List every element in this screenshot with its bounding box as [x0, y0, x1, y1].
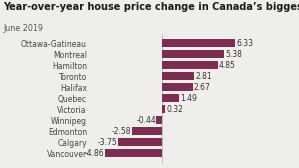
- Bar: [161, 61, 218, 69]
- Bar: [156, 116, 161, 124]
- Bar: [132, 127, 161, 135]
- Bar: [118, 138, 161, 146]
- Text: -2.58: -2.58: [112, 127, 131, 136]
- Bar: [161, 50, 224, 58]
- Bar: [161, 72, 194, 80]
- Bar: [105, 149, 161, 157]
- Text: 2.67: 2.67: [194, 83, 210, 92]
- Text: June 2019: June 2019: [3, 24, 43, 33]
- Text: 0.32: 0.32: [167, 105, 183, 114]
- Bar: [161, 94, 179, 102]
- Text: Year-over-year house price change in Canada’s biggest cities: Year-over-year house price change in Can…: [3, 2, 299, 12]
- Text: 6.33: 6.33: [236, 39, 253, 48]
- Text: 4.85: 4.85: [219, 61, 236, 70]
- Bar: [161, 105, 165, 113]
- Text: 2.81: 2.81: [195, 72, 212, 81]
- Text: 5.38: 5.38: [225, 50, 242, 59]
- Text: -0.44: -0.44: [136, 116, 156, 125]
- Bar: [161, 39, 235, 47]
- Bar: [161, 83, 193, 91]
- Text: -4.86: -4.86: [85, 149, 105, 158]
- Text: 1.49: 1.49: [180, 94, 197, 103]
- Text: -3.75: -3.75: [98, 138, 118, 147]
